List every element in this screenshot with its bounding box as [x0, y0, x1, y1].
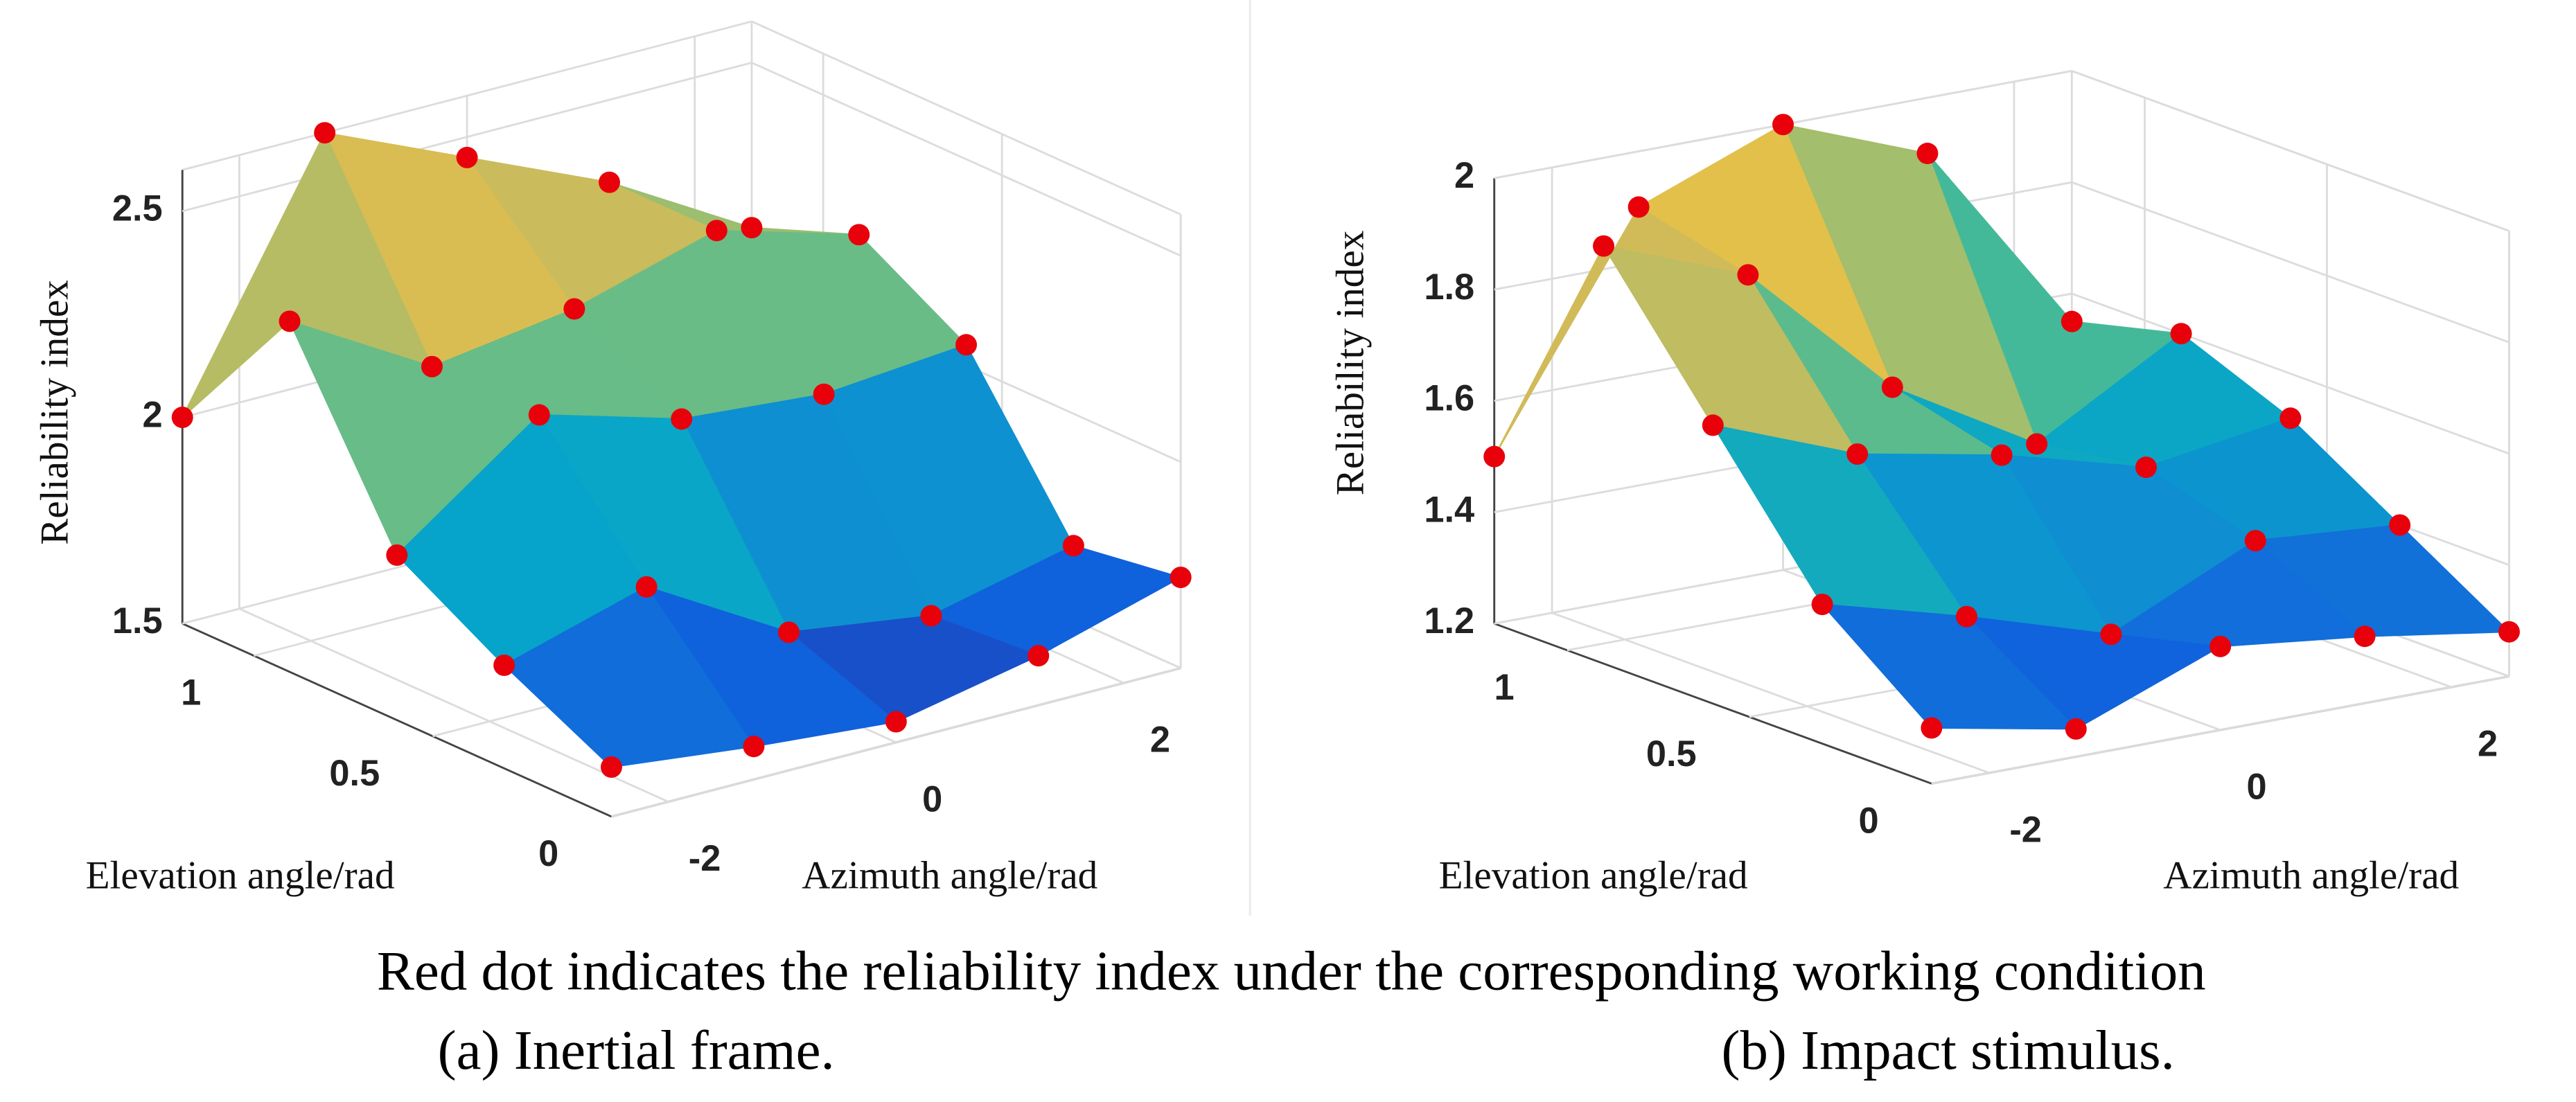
grid-line	[1931, 675, 2509, 785]
data-point	[456, 146, 478, 168]
data-point	[1991, 444, 2013, 466]
y-tick-label: 0	[538, 834, 558, 874]
data-point	[528, 404, 550, 426]
x-tick-label: 2	[1150, 720, 1170, 761]
axis-line	[1494, 622, 1932, 785]
data-point	[1027, 645, 1050, 667]
x-tick-label: -2	[2009, 810, 2042, 850]
data-point	[599, 171, 620, 193]
z-tick-label: 2	[1454, 156, 1474, 196]
data-point	[1702, 414, 1724, 436]
z-tick-label: 1.4	[1424, 490, 1474, 530]
data-point	[1881, 376, 1903, 398]
data-point	[2170, 323, 2192, 345]
data-point	[1846, 443, 1869, 465]
x-tick-label: -2	[689, 839, 721, 879]
data-point	[601, 756, 622, 778]
data-point	[563, 298, 585, 320]
subcaption: (b) Impact stimulus.	[1721, 1019, 2174, 1081]
x-axis-label: Azimuth angle/rad	[802, 854, 1097, 898]
data-point	[1062, 535, 1084, 557]
data-point	[920, 605, 942, 627]
data-point	[279, 310, 301, 332]
y-tick-label: 0.5	[1646, 734, 1697, 774]
data-point	[1627, 196, 1650, 218]
data-point	[1772, 114, 1794, 136]
data-point	[1593, 235, 1614, 257]
grid-line	[611, 667, 1181, 818]
z-axis-label: Reliability index	[33, 280, 77, 545]
y-axis-label: Elevation angle/rad	[86, 854, 395, 898]
x-axis-label: Azimuth angle/rad	[2163, 854, 2459, 898]
data-point	[1811, 594, 1833, 616]
z-tick-label: 1.5	[112, 601, 163, 641]
data-point	[1170, 567, 1192, 589]
subcaption: (a) Inertial frame.	[438, 1019, 835, 1081]
y-tick-label: 0.5	[329, 754, 380, 794]
x-tick-label: 0	[2247, 767, 2267, 808]
data-point	[386, 544, 408, 566]
data-point	[493, 654, 515, 676]
z-axis-label: Reliability index	[1328, 231, 1372, 496]
data-point	[2100, 623, 2122, 646]
data-point	[2389, 514, 2411, 536]
z-tick-label: 2	[143, 395, 163, 435]
data-point	[1483, 445, 1506, 468]
x-tick-label: 0	[922, 779, 942, 819]
data-point	[848, 224, 870, 246]
y-tick-label: 1	[1494, 668, 1515, 708]
data-point	[635, 576, 658, 598]
data-point	[2279, 407, 2302, 429]
data-point	[743, 736, 765, 758]
data-point	[2209, 635, 2232, 657]
y-axis-label: Elevation angle/rad	[1439, 854, 1748, 898]
data-point	[421, 355, 443, 377]
data-point	[955, 334, 978, 356]
data-point	[741, 217, 763, 239]
data-point	[2244, 530, 2266, 552]
data-point	[1916, 143, 1939, 164]
data-point	[171, 407, 193, 429]
z-tick-label: 1.8	[1424, 267, 1474, 308]
data-point	[314, 122, 336, 144]
data-point	[2354, 625, 2376, 648]
data-point	[2135, 456, 2157, 479]
z-tick-label: 1.2	[1424, 601, 1474, 641]
x-tick-label: 2	[2478, 725, 2498, 765]
data-point	[1956, 605, 1977, 628]
data-point	[705, 220, 727, 242]
data-point	[671, 408, 693, 430]
caption: Red dot indicates the reliability index …	[377, 940, 2206, 1002]
data-point	[2061, 310, 2083, 332]
z-tick-label: 2.5	[112, 189, 163, 229]
data-point	[885, 711, 907, 733]
y-tick-label: 1	[181, 673, 201, 713]
data-point	[813, 383, 835, 405]
data-point	[1737, 264, 1759, 286]
data-point	[1921, 717, 1943, 739]
z-tick-label: 1.6	[1424, 379, 1474, 419]
y-tick-label: 0	[1859, 801, 1879, 841]
data-point	[778, 621, 800, 643]
data-point	[2498, 621, 2520, 643]
data-point	[2026, 433, 2048, 455]
data-point	[2065, 718, 2087, 740]
